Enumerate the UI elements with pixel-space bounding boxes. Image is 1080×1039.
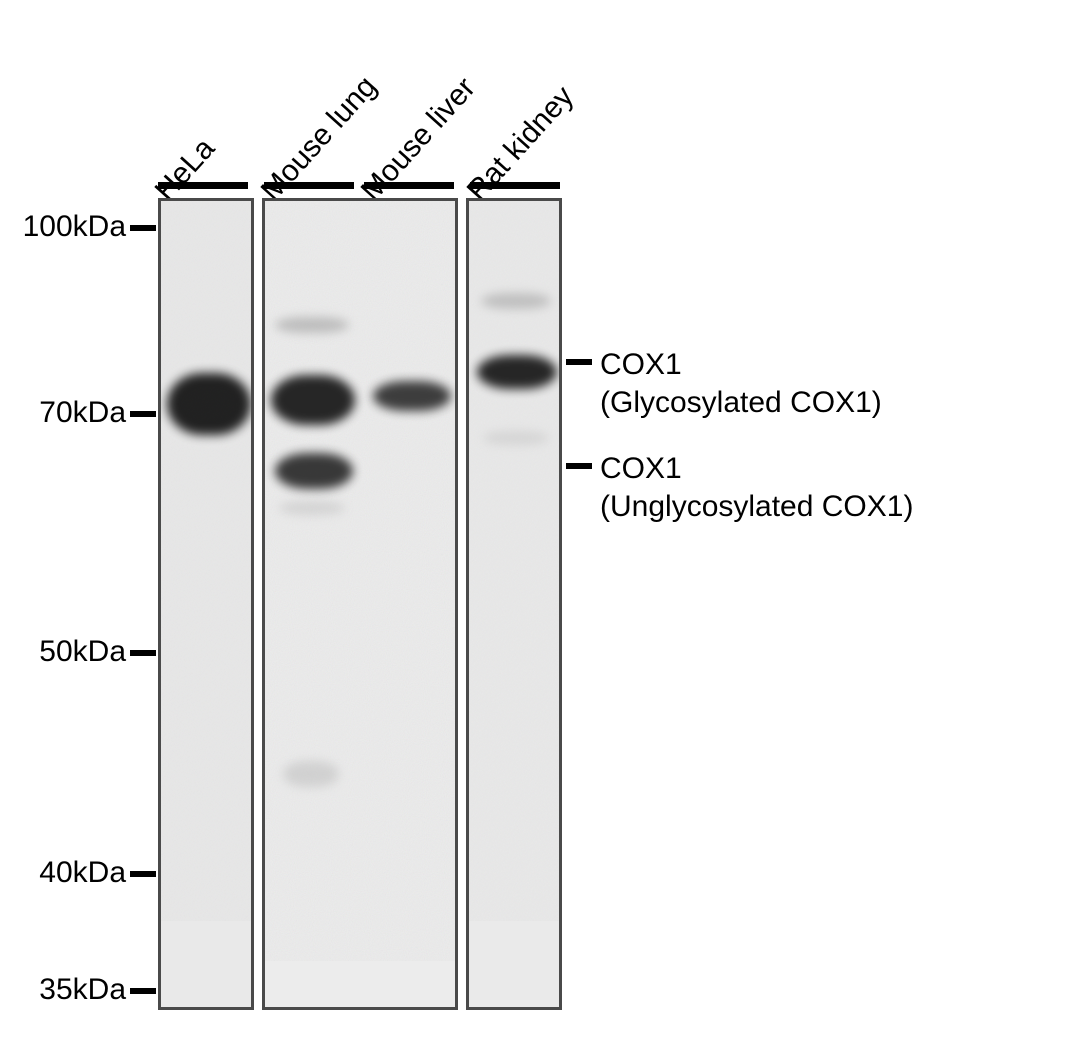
right-label-1: COX1 (Unglycosylated COX1)	[600, 450, 913, 525]
lane-box-0	[158, 198, 254, 1010]
blot-band	[283, 761, 339, 787]
lane-label-0: HeLa	[149, 132, 222, 208]
right-label-1-line-1: (Unglycosylated COX1)	[600, 490, 913, 523]
mw-label-2: 50kDa	[39, 635, 126, 669]
blot-band	[477, 355, 557, 389]
mw-label-4: 35kDa	[39, 973, 126, 1007]
mw-tick-0	[130, 225, 156, 231]
right-tick-0	[566, 359, 592, 365]
lane-bar-0	[158, 182, 248, 189]
lane-box-1	[262, 198, 458, 1010]
right-label-1-line-0: COX1	[600, 452, 682, 485]
blot-band	[481, 293, 551, 309]
mw-label-3: 40kDa	[39, 856, 126, 890]
mw-tick-1	[130, 411, 156, 417]
right-label-0: COX1 (Glycosylated COX1)	[600, 346, 882, 421]
mw-tick-4	[130, 988, 156, 994]
blot-band	[373, 381, 451, 411]
blot-band	[271, 375, 355, 425]
blot-band	[275, 453, 353, 489]
blot-band	[167, 373, 251, 435]
mw-tick-3	[130, 871, 156, 877]
mw-label-1: 70kDa	[39, 396, 126, 430]
lane-bar-2	[364, 182, 454, 189]
lane-bar-3	[470, 182, 560, 189]
right-tick-1	[566, 463, 592, 469]
right-label-0-line-0: COX1	[600, 348, 682, 381]
blot-band	[275, 317, 349, 333]
mw-label-0: 100kDa	[23, 210, 126, 244]
blot-band	[279, 501, 345, 515]
blot-band	[483, 431, 549, 445]
right-label-0-line-1: (Glycosylated COX1)	[600, 386, 882, 419]
mw-tick-2	[130, 650, 156, 656]
lane-box-2	[466, 198, 562, 1010]
lane-bar-1	[264, 182, 354, 189]
western-blot-figure: HeLa Mouse lung Mouse liver Rat kidney 1…	[0, 0, 1080, 1039]
